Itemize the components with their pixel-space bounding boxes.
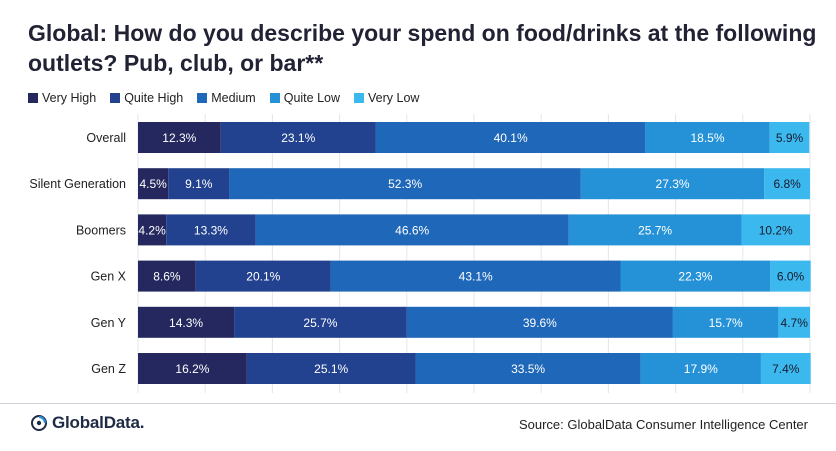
bar-segment: [760, 353, 811, 384]
data-label: 10.2%: [759, 223, 793, 237]
legend: Very High Quite High Medium Quite Low Ve…: [28, 91, 419, 105]
data-label: 40.1%: [494, 131, 528, 145]
source-note: Source: GlobalData Consumer Intelligence…: [518, 417, 808, 432]
bar-segment: [778, 306, 810, 338]
data-label: 46.6%: [395, 223, 429, 237]
data-label: 33.5%: [511, 362, 545, 376]
data-label: 4.5%: [139, 177, 167, 191]
footer-divider: [0, 403, 836, 404]
data-label: 22.3%: [678, 270, 712, 284]
legend-swatch: [28, 93, 38, 103]
bar-segment: [138, 122, 221, 153]
legend-swatch: [197, 93, 208, 103]
category-label: Silent Generation: [29, 177, 126, 191]
data-label: 6.0%: [777, 270, 805, 284]
data-label: 16.2%: [175, 362, 209, 376]
legend-item-quite-high: Quite High: [110, 91, 183, 105]
legend-item-quite-low: Quite Low: [269, 91, 341, 105]
data-label: 4.2%: [138, 223, 166, 237]
bar-segment: [741, 214, 810, 246]
bar-segment: [138, 168, 169, 200]
bar-segment: [166, 214, 256, 246]
globaldata-swirl-icon: [31, 415, 47, 431]
bar-segment: [138, 260, 196, 292]
bar-segment: [246, 353, 416, 384]
bar-segment: [568, 214, 742, 246]
chart-title: Global: How do you describe your spend o…: [28, 20, 817, 76]
data-label: 6.8%: [773, 177, 801, 191]
bar-segment: [672, 306, 779, 338]
bar-segment: [764, 168, 810, 200]
bar-segment: [255, 214, 569, 246]
legend-swatch: [354, 93, 365, 103]
legend-label: Quite High: [124, 91, 184, 105]
category-label: Gen Y: [91, 316, 127, 330]
category-label: Overall: [86, 131, 126, 145]
bar-segment: [138, 214, 167, 246]
data-label: 20.1%: [246, 270, 280, 284]
data-label: 4.7%: [781, 316, 809, 330]
data-label: 18.5%: [691, 131, 725, 145]
legend-label: Quite Low: [283, 91, 341, 105]
data-label: 8.6%: [153, 270, 181, 284]
bar-segment: [620, 260, 771, 292]
bar-segment: [580, 168, 765, 200]
bar-segment: [406, 306, 673, 338]
bar-segment: [330, 260, 621, 292]
bar-segment: [168, 168, 230, 200]
legend-label: Very Low: [368, 91, 420, 105]
bar-segment: [645, 122, 770, 153]
globaldata-logo: GlobalData.: [30, 413, 144, 433]
bar-segment: [375, 122, 646, 153]
legend-item-very-low: Very Low: [354, 91, 419, 105]
legend-item-very-high: Very High: [28, 91, 96, 105]
legend-label: Very High: [42, 91, 97, 105]
data-label: 14.3%: [169, 316, 203, 330]
data-label: 25.7%: [303, 316, 337, 330]
data-label: 5.9%: [776, 131, 804, 145]
legend-swatch: [110, 93, 121, 103]
stacked-bar-chart: Overall 12.3% 23.1% 40.1% 18.5% 5.9% Silent Ge…: [29, 114, 811, 393]
category-label: Boomers: [76, 223, 126, 237]
data-label: 13.3%: [194, 223, 228, 237]
bar-segment: [138, 306, 235, 338]
bar-segment: [234, 306, 407, 338]
legend-label: Medium: [211, 91, 256, 105]
bar-segment: [415, 353, 641, 384]
brand-name: GlobalData.: [52, 413, 145, 432]
category-label: Gen Z: [91, 362, 126, 376]
bar-segment: [195, 260, 331, 292]
bar-segment: [220, 122, 376, 153]
bar-segment: [769, 122, 810, 153]
bar-segment: [770, 260, 811, 292]
data-label: 23.1%: [281, 131, 315, 145]
bar-segment: [229, 168, 581, 200]
data-label: 52.3%: [388, 177, 422, 191]
bar-segment: [138, 353, 247, 384]
data-label: 39.6%: [523, 316, 557, 330]
data-label: 7.4%: [772, 362, 800, 376]
data-label: 12.3%: [162, 131, 196, 145]
legend-swatch: [269, 93, 280, 103]
data-label: 25.7%: [638, 223, 672, 237]
data-label: 17.9%: [684, 362, 718, 376]
data-label: 43.1%: [459, 270, 493, 284]
data-label: 9.1%: [185, 177, 213, 191]
category-label: Gen X: [91, 270, 127, 284]
legend-item-medium: Medium: [197, 91, 256, 105]
data-label: 15.7%: [709, 316, 743, 330]
data-label: 25.1%: [314, 362, 348, 376]
data-label: 27.3%: [656, 177, 690, 191]
bar-segment: [640, 353, 761, 384]
